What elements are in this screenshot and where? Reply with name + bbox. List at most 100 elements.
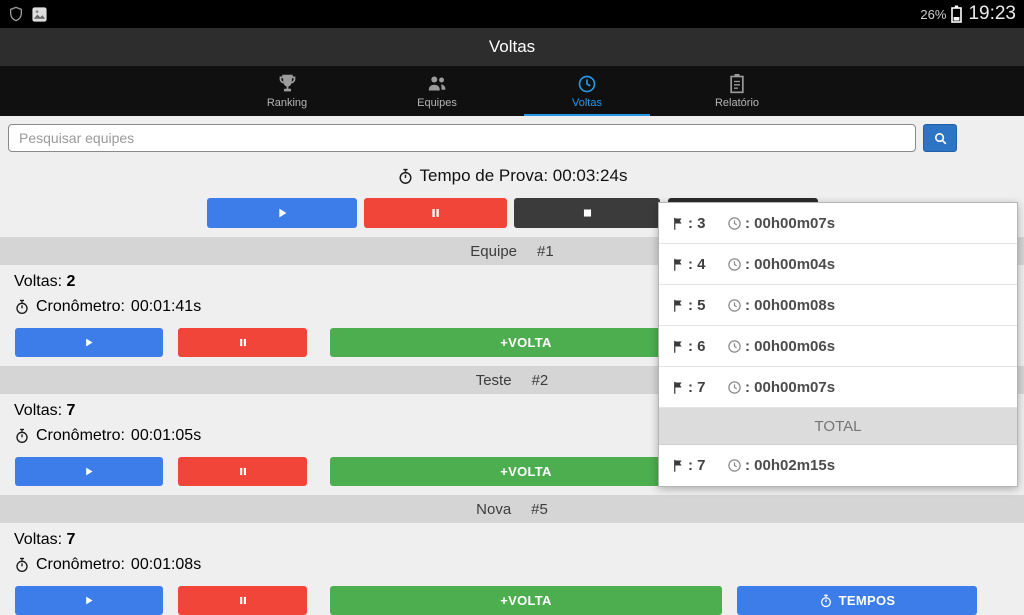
tab-equipes[interactable]: Equipes bbox=[362, 66, 512, 116]
team-section: Nova #5 Voltas: 7 Cronômetro: 00:01:08s … bbox=[0, 495, 1024, 615]
clock-icon bbox=[727, 458, 742, 473]
flag-icon bbox=[671, 380, 686, 395]
laps-value: 7 bbox=[66, 402, 76, 419]
pause-icon bbox=[238, 466, 248, 477]
team-pause-button[interactable] bbox=[178, 586, 307, 615]
pause-icon bbox=[238, 337, 248, 348]
report-icon bbox=[728, 73, 746, 94]
chronometer-line: Cronômetro: 00:01:41s bbox=[14, 297, 1010, 316]
play-icon bbox=[84, 337, 94, 348]
team-pause-button[interactable] bbox=[178, 328, 307, 357]
lap-number: : 3 bbox=[688, 214, 706, 232]
team-section: Teste #2 Voltas: 7 Cronômetro: 00:01:05s… bbox=[0, 366, 1024, 486]
team-name: Equipe bbox=[470, 242, 518, 260]
flag-icon bbox=[671, 339, 686, 354]
shield-icon bbox=[8, 6, 24, 22]
lap-number: : 7 bbox=[688, 378, 706, 396]
lap-row: : 5 : 00h00m08s bbox=[659, 285, 1017, 326]
clock-icon bbox=[577, 74, 597, 94]
add-lap-button[interactable]: +VOLTA bbox=[330, 586, 722, 615]
tab-voltas[interactable]: Voltas bbox=[512, 66, 662, 116]
global-play-button[interactable] bbox=[207, 198, 357, 228]
race-timer-line: Tempo de Prova: 00:03:24s bbox=[0, 166, 1024, 186]
clock-icon bbox=[727, 380, 742, 395]
lap-time: : 00h00m08s bbox=[745, 296, 836, 314]
team-tag: #1 bbox=[537, 242, 554, 260]
lap-time: : 00h02m15s bbox=[745, 457, 836, 474]
lap-times-button[interactable]: TEMPOS bbox=[737, 586, 977, 615]
global-pause-button[interactable] bbox=[364, 198, 507, 228]
flag-icon bbox=[671, 216, 686, 231]
chronometer-label: Cronômetro: bbox=[36, 297, 125, 315]
chronometer-value: 00:01:05s bbox=[130, 426, 202, 444]
battery-percent: 26% bbox=[920, 6, 947, 22]
tab-bar: Ranking Equipes Voltas Relatório bbox=[0, 66, 1024, 116]
team-play-button[interactable] bbox=[15, 457, 163, 486]
stopwatch-icon bbox=[819, 594, 833, 608]
chronometer-value: 00:01:08s bbox=[130, 555, 202, 573]
laps-count-line: Voltas: 7 bbox=[14, 402, 1010, 421]
app-title-bar: Voltas bbox=[0, 28, 1024, 66]
lap-row: : 3 : 00h00m07s bbox=[659, 203, 1017, 244]
flag-icon bbox=[671, 298, 686, 313]
team-play-button[interactable] bbox=[15, 586, 163, 615]
add-lap-button[interactable]: +VOLTA bbox=[330, 457, 722, 486]
tab-relatorio[interactable]: Relatório bbox=[662, 66, 812, 116]
tab-ranking[interactable]: Ranking bbox=[212, 66, 362, 116]
search-icon bbox=[933, 131, 948, 146]
stop-icon bbox=[582, 207, 593, 219]
pause-icon bbox=[430, 207, 441, 219]
lap-total-header: TOTAL bbox=[659, 408, 1017, 445]
stopwatch-icon bbox=[397, 168, 414, 185]
flag-icon bbox=[671, 458, 686, 473]
lap-time: : 00h00m07s bbox=[745, 378, 836, 396]
tab-label: Voltas bbox=[572, 96, 602, 109]
status-clock: 19:23 bbox=[968, 3, 1016, 24]
chronometer-label: Cronômetro: bbox=[36, 555, 125, 573]
people-icon bbox=[426, 74, 448, 94]
lap-time: : 00h00m06s bbox=[745, 337, 836, 355]
pause-icon bbox=[238, 595, 248, 606]
clock-icon bbox=[727, 257, 742, 272]
search-button[interactable] bbox=[923, 124, 957, 152]
lap-row: : 4 : 00h00m04s bbox=[659, 244, 1017, 285]
team-play-button[interactable] bbox=[15, 328, 163, 357]
chronometer-line: Cronômetro: 00:01:05s bbox=[14, 426, 1010, 445]
team-pause-button[interactable] bbox=[178, 457, 307, 486]
tab-label: Equipes bbox=[417, 96, 457, 109]
team-tag: #2 bbox=[531, 371, 549, 389]
lap-times-button-label: TEMPOS bbox=[838, 593, 896, 608]
trophy-icon bbox=[277, 73, 298, 94]
laps-label: Voltas: bbox=[14, 402, 63, 419]
laps-count-line: Voltas: 7 bbox=[14, 531, 1010, 550]
flag-icon bbox=[671, 257, 686, 272]
lap-total-row: : 7 : 00h02m15s bbox=[659, 445, 1017, 486]
lap-times-popup: : 3 : 00h00m07s : 4 : 00h00m04s : 5 : 00… bbox=[658, 202, 1018, 487]
stopwatch-icon bbox=[14, 428, 30, 444]
search-row bbox=[0, 116, 1024, 160]
lap-number: : 5 bbox=[688, 296, 706, 314]
stopwatch-icon bbox=[14, 557, 30, 573]
add-lap-button[interactable]: +VOLTA bbox=[330, 328, 722, 357]
laps-value: 7 bbox=[66, 531, 76, 548]
race-timer-text: Tempo de Prova: 00:03:24s bbox=[419, 166, 628, 185]
play-icon bbox=[84, 595, 94, 606]
tab-label: Ranking bbox=[266, 97, 308, 109]
team-name: Nova bbox=[476, 500, 512, 518]
search-input[interactable] bbox=[8, 124, 916, 152]
lap-number: : 4 bbox=[688, 255, 706, 273]
laps-count-line: Voltas: 2 bbox=[14, 273, 1010, 292]
chronometer-value: 00:01:41s bbox=[130, 297, 202, 315]
lap-number: : 7 bbox=[688, 457, 706, 474]
chronometer-label: Cronômetro: bbox=[36, 426, 125, 444]
laps-label: Voltas: bbox=[14, 273, 63, 290]
tab-label: Relatório bbox=[714, 96, 760, 109]
global-stop-button[interactable] bbox=[514, 198, 660, 228]
chronometer-line: Cronômetro: 00:01:08s bbox=[14, 555, 1010, 574]
lap-row: : 7 : 00h00m07s bbox=[659, 367, 1017, 408]
status-bar: 26% 19:23 bbox=[0, 0, 1024, 28]
team-tag: #5 bbox=[531, 500, 548, 518]
play-icon bbox=[277, 207, 288, 219]
page-title: Voltas bbox=[488, 37, 536, 56]
laps-value: 2 bbox=[66, 273, 76, 290]
